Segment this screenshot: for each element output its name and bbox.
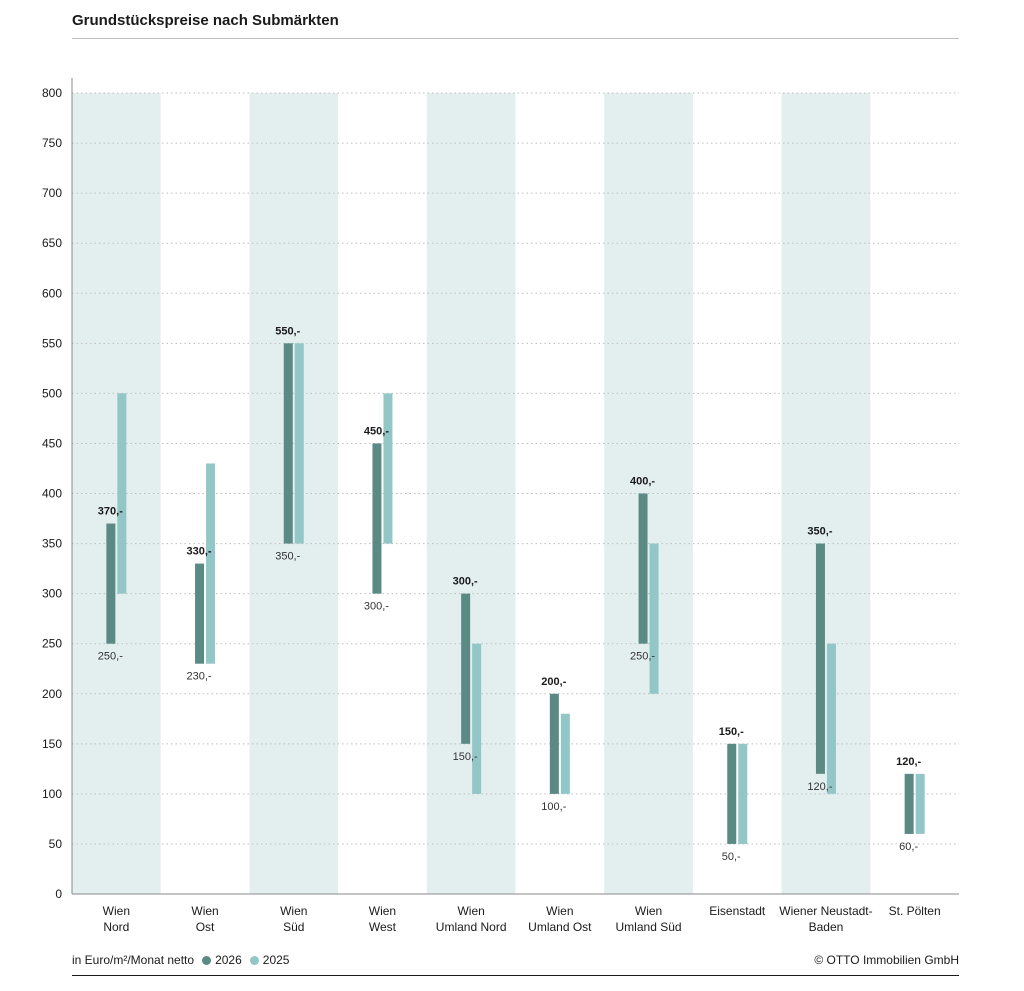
x-category-label: Wien [191, 904, 218, 918]
high-value-label: 370,- [98, 506, 123, 518]
bar-2026 [372, 443, 382, 594]
legend-label-2026: 2026 [215, 953, 242, 967]
y-tick-label: 800 [42, 86, 62, 100]
bar-2026 [815, 543, 825, 774]
high-value-label: 450,- [364, 425, 389, 437]
legend-swatch-2026 [202, 955, 212, 965]
bar-2025 [472, 643, 482, 794]
bar-2026 [727, 743, 737, 844]
y-tick-label: 350 [42, 537, 62, 551]
category-band [781, 93, 871, 894]
low-value-label: 250,- [630, 651, 655, 663]
bar-2026 [549, 693, 559, 794]
x-category-label: Umland Ost [528, 920, 592, 934]
bar-2025 [117, 393, 127, 594]
x-category-label: Wien [280, 904, 307, 918]
copyright-text: © OTTO Immobilien GmbH [814, 953, 959, 967]
y-tick-label: 600 [42, 286, 62, 300]
x-category-label: West [369, 920, 397, 934]
low-value-label: 50,- [722, 851, 741, 863]
x-category-label: Baden [809, 920, 844, 934]
low-value-label: 250,- [98, 651, 123, 663]
x-category-label: Wien [103, 904, 130, 918]
x-category-label: Wien [369, 904, 396, 918]
low-value-label: 60,- [899, 841, 918, 853]
y-tick-label: 550 [42, 336, 62, 350]
y-tick-label: 500 [42, 386, 62, 400]
bar-2025 [206, 463, 216, 664]
high-value-label: 150,- [719, 726, 744, 738]
bar-2025 [649, 543, 659, 694]
low-value-label: 100,- [541, 801, 566, 813]
x-category-label: Süd [283, 920, 304, 934]
x-category-label: Umland Nord [436, 920, 507, 934]
legend-swatch-2025 [249, 955, 259, 965]
bar-2025 [826, 643, 836, 794]
x-category-label: Wien [635, 904, 662, 918]
y-tick-label: 100 [42, 787, 62, 801]
x-category-label: Nord [103, 920, 129, 934]
category-band [72, 93, 161, 894]
x-category-label: Wien [546, 904, 573, 918]
y-tick-label: 650 [42, 236, 62, 250]
y-tick-label: 0 [55, 887, 62, 901]
high-value-label: 400,- [630, 476, 655, 488]
bottom-divider [72, 975, 959, 976]
y-tick-label: 400 [42, 487, 62, 501]
bar-2026 [106, 523, 116, 644]
x-category-label: Ost [196, 920, 215, 934]
x-category-label: Wien [457, 904, 484, 918]
low-value-label: 300,- [364, 601, 389, 613]
bar-2025 [560, 713, 570, 794]
bar-2026 [461, 593, 471, 744]
y-tick-label: 300 [42, 587, 62, 601]
bar-2025 [383, 393, 393, 544]
low-value-label: 230,- [187, 671, 212, 683]
low-value-label: 350,- [275, 551, 300, 563]
y-tick-label: 150 [42, 737, 62, 751]
y-tick-label: 700 [42, 186, 62, 200]
bar-2025 [738, 743, 748, 844]
category-band [426, 93, 516, 894]
y-tick-label: 450 [42, 436, 62, 450]
y-tick-label: 750 [42, 136, 62, 150]
chart-footer: in Euro/m²/Monat netto 2026 2025 © OTTO … [72, 953, 959, 971]
bar-2026 [283, 343, 293, 544]
bar-2026 [638, 493, 648, 644]
y-tick-label: 50 [49, 837, 63, 851]
high-value-label: 350,- [807, 526, 832, 538]
x-category-label: Wiener Neustadt- [779, 904, 872, 918]
high-value-label: 120,- [896, 756, 921, 768]
high-value-label: 330,- [187, 546, 212, 558]
unit-label: in Euro/m²/Monat netto [72, 953, 195, 967]
range-bar-chart: 0 50 100 150 200 250 300 350 400 450 500 550 600 650 7… [42, 78, 959, 934]
x-category-label: Eisenstadt [709, 904, 766, 918]
y-tick-label: 250 [42, 637, 62, 651]
bar-2026 [195, 563, 205, 664]
bar-2025 [915, 773, 925, 834]
high-value-label: 200,- [541, 676, 566, 688]
bar-2026 [904, 773, 914, 834]
chart-title: Grundstückspreise nach Submärkten [72, 12, 339, 29]
legend-label-2025: 2025 [262, 953, 290, 967]
high-value-label: 300,- [453, 576, 478, 588]
low-value-label: 120,- [807, 781, 832, 793]
x-category-label: St. Pölten [889, 904, 941, 918]
title-divider [72, 38, 959, 39]
x-category-label: Umland Süd [616, 920, 682, 934]
low-value-label: 150,- [453, 751, 478, 763]
legend: in Euro/m²/Monat netto 2026 2025 [72, 953, 289, 967]
high-value-label: 550,- [275, 325, 300, 337]
y-tick-label: 200 [42, 687, 62, 701]
bar-2025 [294, 343, 304, 544]
